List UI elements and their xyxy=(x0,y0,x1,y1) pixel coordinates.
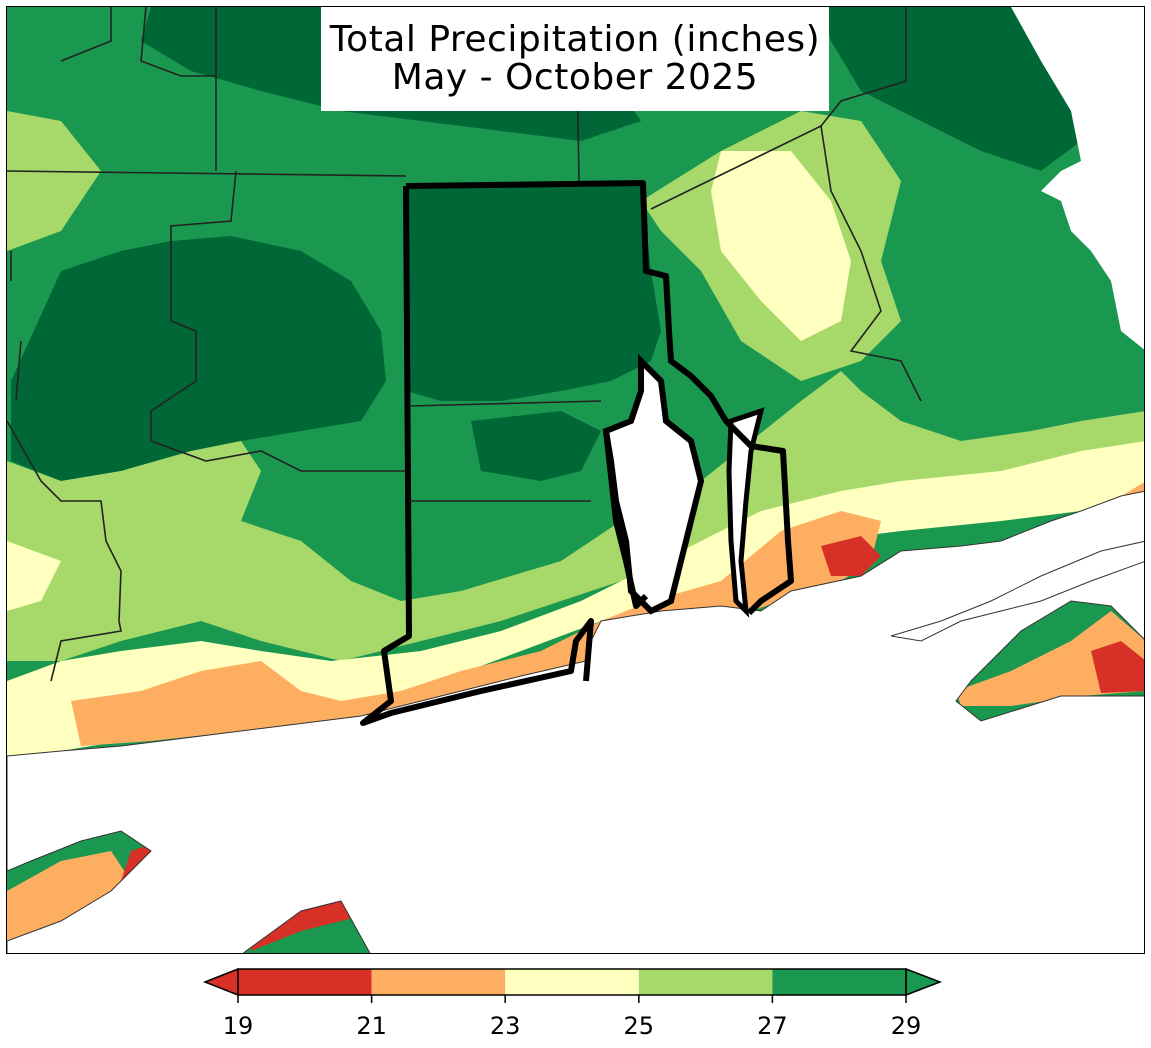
colorbar xyxy=(202,967,943,1003)
map-title: Total Precipitation (inches) May - Octob… xyxy=(321,7,829,111)
zone-25-27 xyxy=(7,371,1144,661)
zone-21-23-vineyard xyxy=(956,611,1144,706)
zone-over-29-west xyxy=(11,236,386,481)
colorbar-tick-label: 27 xyxy=(757,1012,788,1040)
zone-25-27-nw xyxy=(7,111,101,251)
sakonnet-river xyxy=(726,407,765,618)
zone-over-29-ri-south xyxy=(471,411,601,481)
colorbar-bin-19-21 xyxy=(238,969,372,995)
zone-over-29-ne xyxy=(821,7,1081,171)
zone-over-29-ri xyxy=(406,181,661,401)
map-canvas xyxy=(7,7,1144,953)
zone-19-21-vineyard xyxy=(1091,641,1144,693)
colorbar-bin-25-27 xyxy=(638,969,773,995)
rhode-island-border xyxy=(360,180,794,726)
precipitation-map xyxy=(6,6,1145,954)
colorbar-tick-label: 29 xyxy=(890,1012,922,1040)
colorbar-tick-label: 25 xyxy=(623,1012,655,1040)
colorbar-bin-27-29 xyxy=(772,969,906,995)
zone-19-21-ri-coast xyxy=(821,536,881,576)
colorbar-tick-label: 21 xyxy=(356,1012,387,1040)
colorbar-extend-low xyxy=(202,967,239,997)
colorbar-bin-21-23 xyxy=(371,969,506,995)
zone-21-23 xyxy=(71,511,881,746)
colorbar-tick-label: 19 xyxy=(222,1012,254,1040)
zone-23-25-north xyxy=(711,151,851,341)
massachusetts-bay xyxy=(1011,7,1144,350)
colorbar-tick-label: 23 xyxy=(489,1012,521,1040)
colorbar-bin-23-25 xyxy=(505,969,639,995)
colorbar-extend-high xyxy=(905,967,943,997)
county-boundaries xyxy=(7,7,922,682)
narragansett-bay xyxy=(602,353,705,615)
colorbar-outline xyxy=(237,968,907,996)
ocean-water xyxy=(7,490,1144,953)
zone-23-25 xyxy=(7,541,61,611)
title-line-2: May - October 2025 xyxy=(391,57,759,98)
title-line-1: Total Precipitation (inches) xyxy=(329,19,821,60)
zone-21-23-li xyxy=(7,851,131,941)
